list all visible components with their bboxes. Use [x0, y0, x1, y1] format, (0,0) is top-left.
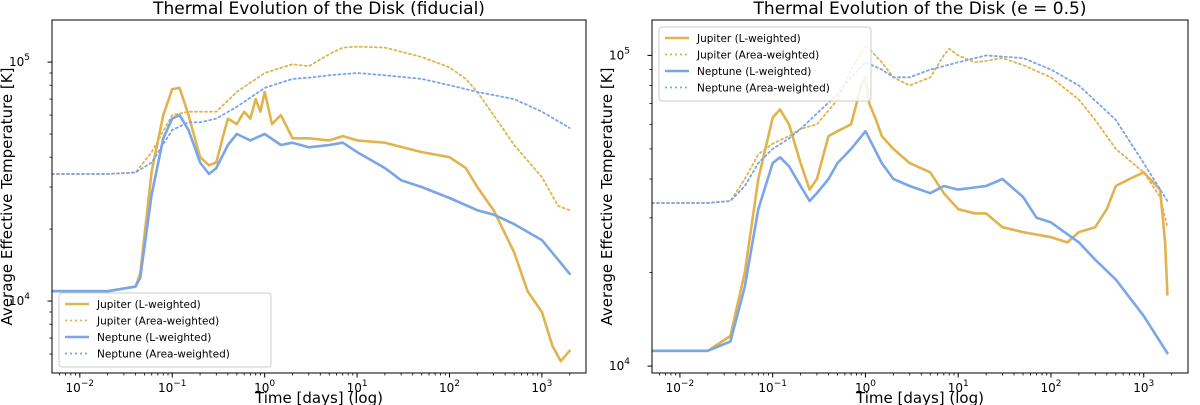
series-jupiter-l-weighted — [52, 86, 572, 363]
chart-title: Thermal Evolution of the Disk (fiducial) — [152, 0, 485, 19]
x-tick-label: 103 — [1133, 379, 1154, 395]
series-neptune-area-weighted — [652, 54, 1169, 204]
y-axis-label: Average Effective Temperature [K] — [598, 68, 616, 326]
legend-label: Jupiter (Area-weighted) — [696, 50, 819, 62]
plot-frame — [51, 19, 587, 374]
series-group — [652, 44, 1169, 355]
x-tick-label: 100 — [855, 379, 876, 395]
legend-box — [658, 26, 872, 102]
x-axis-label: Time [days] (log) — [855, 389, 984, 405]
series-jupiter-area-weighted — [652, 44, 1169, 229]
series-jupiter-l-weighted — [652, 76, 1169, 353]
y-tick-label: 104 — [609, 357, 630, 373]
legend-label: Neptune (Area-weighted) — [97, 349, 230, 361]
x-tick-label: 10−1 — [158, 379, 187, 395]
y-tick-label: 105 — [609, 46, 630, 62]
chart-title: Thermal Evolution of the Disk (e = 0.5) — [753, 0, 1087, 19]
series-neptune-l-weighted — [52, 113, 572, 293]
x-tick-label: 100 — [254, 379, 275, 395]
legend-label: Neptune (L-weighted) — [697, 66, 811, 78]
chart-fiducial: 10−2 10−1 100 101 102 103 104 105 Thermal Evolut… — [0, 0, 587, 405]
x-tick-label: 101 — [948, 379, 969, 395]
y-tick-label: 104 — [9, 292, 30, 308]
x-tick-label: 102 — [439, 379, 460, 395]
chart-eccentric: 10−2 10−1 100 101 102 103 104 105 Thermal Evolut… — [598, 0, 1189, 405]
x-tick-label: 10−1 — [758, 379, 787, 395]
x-tick-label: 10−2 — [666, 379, 695, 395]
series-neptune-l-weighted — [652, 129, 1169, 355]
plot-frame — [651, 19, 1189, 374]
legend-label: Neptune (Area-weighted) — [697, 83, 830, 95]
legend: Jupiter (L-weighted) Jupiter (Area-weight… — [58, 292, 272, 368]
legend: Jupiter (L-weighted) Jupiter (Area-weight… — [658, 26, 872, 102]
x-tick-label: 101 — [347, 379, 368, 395]
x-tick-label: 103 — [531, 379, 552, 395]
x-tick-label: 10−2 — [66, 379, 95, 395]
x-axis-label: Time [days] (log) — [254, 389, 383, 405]
legend-box — [58, 292, 272, 368]
legend-label: Jupiter (L-weighted) — [696, 33, 801, 45]
series-neptune-area-weighted — [52, 72, 571, 175]
series-jupiter-area-weighted — [52, 45, 571, 212]
legend-label: Jupiter (L-weighted) — [96, 299, 201, 311]
y-tick-label: 105 — [9, 53, 30, 69]
x-tick-label: 102 — [1040, 379, 1061, 395]
y-axis-label: Average Effective Temperature [K] — [0, 68, 16, 326]
legend-label: Jupiter (Area-weighted) — [96, 316, 219, 328]
series-group — [52, 45, 572, 363]
legend-label: Neptune (L-weighted) — [97, 332, 211, 344]
